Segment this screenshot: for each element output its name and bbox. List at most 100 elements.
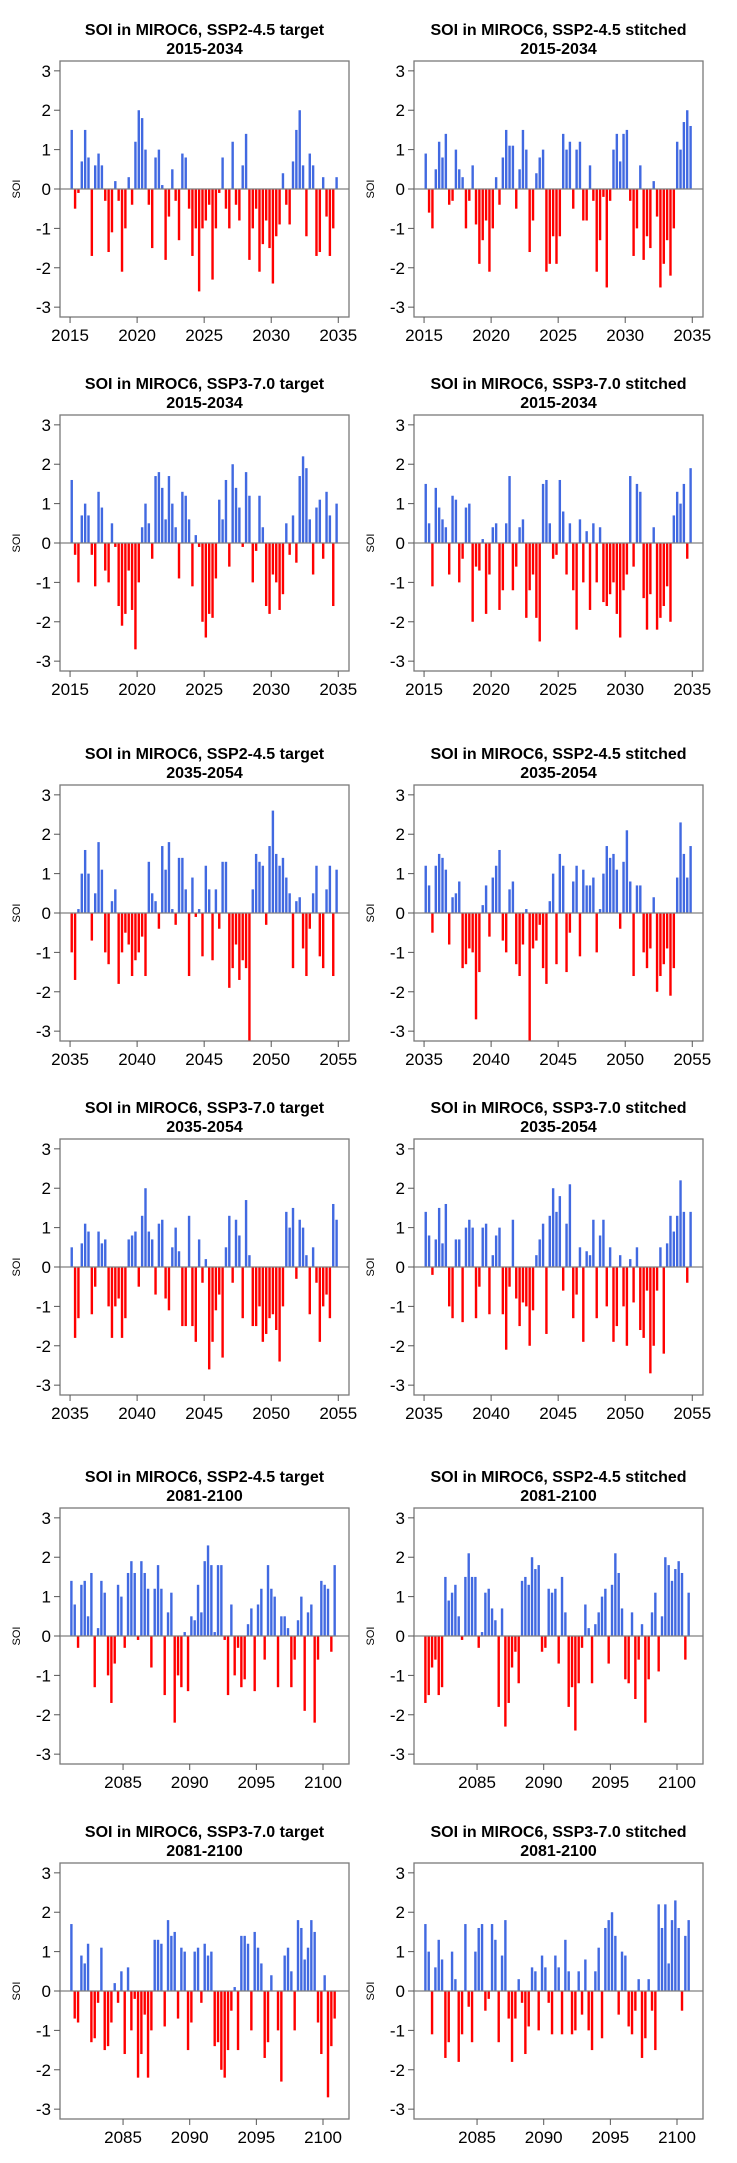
bar-negative [73,189,77,209]
bar-negative [642,1267,645,1338]
bar-negative [570,1636,574,1688]
bar-negative [275,543,278,583]
bar-positive [261,865,265,913]
panel-title: SOI in MIROC6, SSP3-7.0 stitched [430,1100,686,1117]
panel-subtitle: 2081-2100 [166,1488,243,1505]
bar-positive [670,1920,674,1991]
bar-positive [120,1596,123,1636]
bar-negative [447,1991,450,2043]
bar-negative [117,1267,120,1299]
bar-negative [224,189,228,209]
y-tick-label: -2 [390,983,405,1002]
bar-positive [323,1975,326,1991]
x-tick-label: 2030 [252,680,290,699]
bar-negative [176,1636,180,1676]
bar-negative [181,1267,184,1327]
bar-positive [281,173,285,189]
y-tick-label: 2 [42,1548,51,1567]
panel-title: SOI in MIROC6, SSP3-7.0 stitched [430,376,686,393]
bar-positive [197,1239,201,1267]
bar-negative [464,913,468,965]
bar-negative [218,913,221,929]
bar-positive [675,877,679,913]
bar-positive [94,165,97,189]
bar-positive [667,1565,670,1636]
bar-negative [73,1267,77,1338]
soi-panel: SOI in MIROC6, SSP3-7.0 stitched 2035-205… [365,1100,711,1423]
bar-negative [535,543,538,618]
y-tick-label: -2 [36,983,51,1002]
y-tick-label: -1 [390,943,405,962]
bar-positive [597,1947,600,1991]
bar-positive [607,1920,610,1991]
bar-positive [474,1951,477,1991]
bar-negative [332,189,335,229]
bar-negative [275,189,278,237]
bar-negative [424,1636,427,1703]
bar-positive [254,853,258,913]
bar-negative [650,1991,654,2011]
panel-title: SOI in MIROC6, SSP3-7.0 target [85,1824,325,1841]
bar-negative [607,1636,610,1664]
x-tick-label: 2035 [319,680,357,699]
bar-negative [240,1636,243,1688]
x-tick-label: 2025 [185,680,223,699]
bar-positive [464,1227,468,1267]
bar-positive [551,1188,555,1267]
bar-negative [431,543,434,587]
panel-subtitle: 2015-2034 [520,41,597,58]
bar-positive [547,1588,550,1636]
bar-positive [434,169,437,189]
bar-negative [538,543,541,642]
bar-positive [622,133,625,189]
y-tick-label: -3 [390,2100,405,2119]
bar-negative [531,913,535,949]
bar-positive [153,1939,156,1991]
bar-negative [464,189,468,229]
bar-negative [315,189,318,256]
bar-negative [77,189,80,193]
bar-positive [156,1565,160,1636]
bar-positive [500,1608,504,1636]
bar-positive [578,519,582,543]
bar-negative [264,913,268,925]
bar-negative [107,543,110,583]
bar-positive [171,503,174,543]
bar-negative [157,913,161,929]
bar-negative [261,1267,265,1342]
bar-positive [310,1920,313,1991]
bar-positive [550,1592,554,1636]
bar-positive [301,1227,305,1267]
bar-positive [97,842,100,913]
bar-positive [70,1924,73,1991]
bar-negative [629,189,632,201]
bar-positive [120,1971,123,1991]
bar-positive [508,145,511,189]
x-tick-label: 2100 [658,2128,696,2147]
bar-positive [153,1588,156,1636]
bar-negative [521,913,525,945]
bar-positive [664,1904,667,1991]
bar-positive [584,1604,587,1636]
y-axis-label: SOI [365,534,377,553]
bars [70,1545,336,1723]
bar-positive [535,173,538,189]
y-tick-label: 1 [396,495,405,514]
bar-negative [580,1636,584,1648]
y-tick-label: 0 [396,1627,405,1646]
bar-positive [194,535,197,543]
bar-positive [244,1200,248,1267]
bar-negative [124,1267,127,1319]
bar-negative [471,543,474,622]
bar-positive [283,1616,286,1636]
x-tick-label: 2040 [472,1050,510,1069]
bar-positive [114,181,117,189]
bar-positive [114,889,117,913]
bar-negative [137,913,140,953]
bars [70,810,338,1041]
bar-negative [468,189,471,201]
bar-positive [171,169,174,189]
bar-positive [537,1565,540,1636]
y-tick-label: -3 [36,652,51,671]
x-tick-label: 2035 [673,680,711,699]
